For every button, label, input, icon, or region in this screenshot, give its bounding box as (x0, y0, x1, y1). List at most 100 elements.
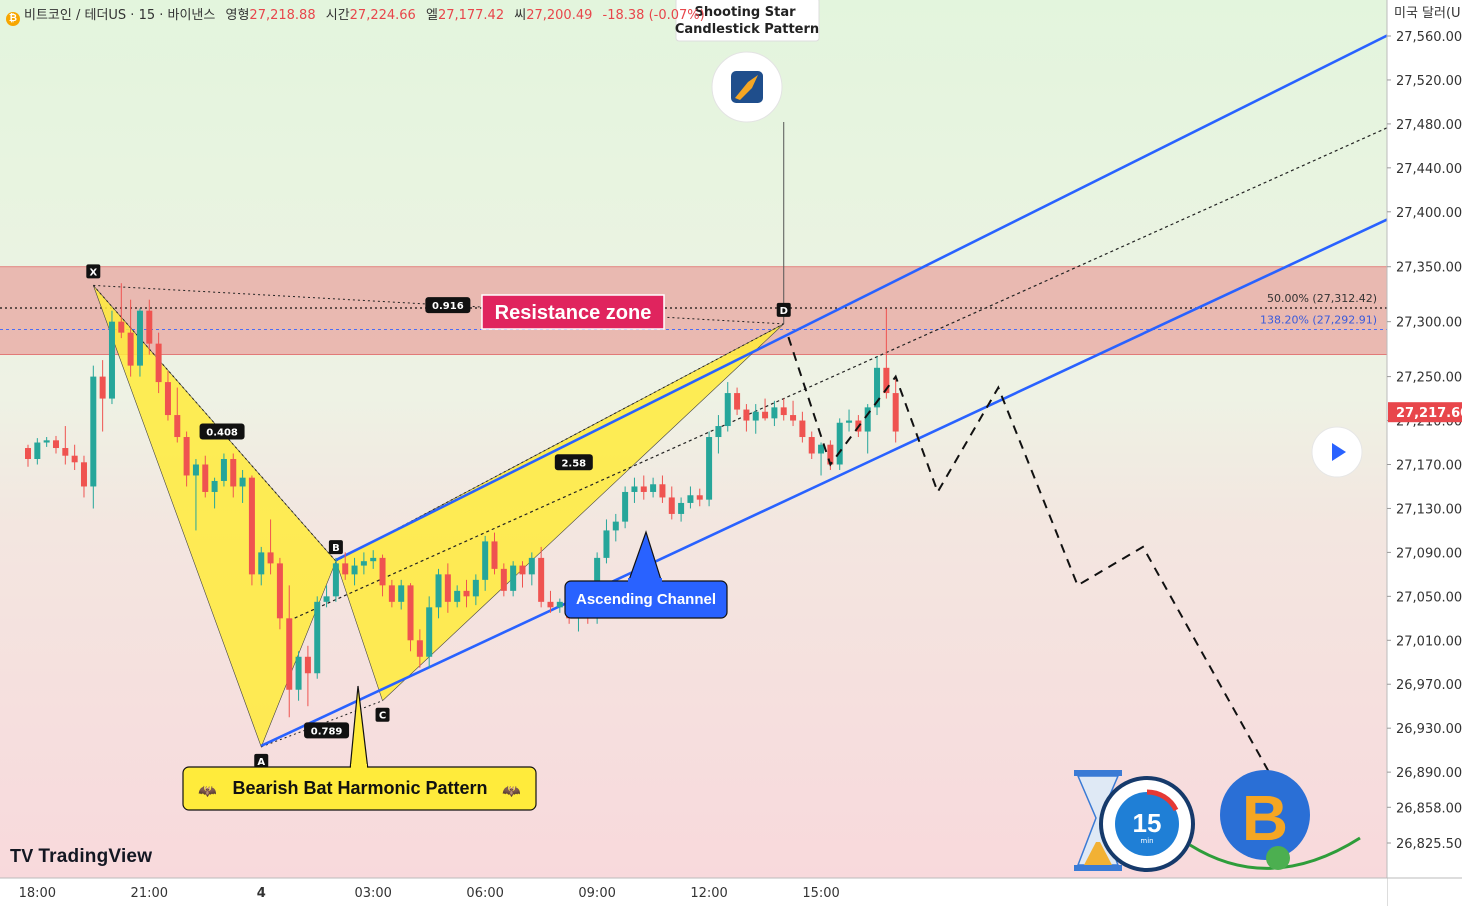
candle-body (136, 310, 143, 366)
ratio-label: 0.408 (206, 428, 238, 439)
shooting-star-title: Shooting Star (695, 5, 797, 20)
harmonic-point-marker (776, 302, 791, 317)
candle-body (230, 459, 237, 487)
time-axis-label: 15:00 (802, 886, 839, 901)
candle-body (304, 656, 311, 674)
candle-body (99, 376, 106, 399)
candle-body (220, 459, 227, 481)
candle-body (659, 484, 666, 498)
candle-body (808, 437, 815, 454)
candle-body (640, 486, 647, 492)
candle-body (491, 541, 498, 569)
candle-body (836, 422, 843, 465)
resistance-callout-box (481, 294, 665, 330)
harmonic-point-marker (375, 707, 390, 722)
candle-body (780, 407, 787, 416)
candle-body (631, 486, 638, 492)
timer-badge-arc (1146, 789, 1179, 812)
candle-body (771, 407, 778, 419)
candle-body (874, 367, 881, 408)
time-axis-label: 03:00 (354, 886, 391, 901)
time-axis-label: 09:00 (578, 886, 615, 901)
harmonic-point-marker (328, 540, 343, 555)
close-label: 씨 (514, 8, 527, 23)
candles-group (25, 283, 899, 718)
symbol-name[interactable]: 비트코인 / 테더US · 15 · 바이낸스 (24, 8, 216, 23)
candle-body (248, 477, 255, 575)
candle-body (295, 656, 302, 690)
tradingview-logo[interactable]: TV TradingView (10, 846, 152, 868)
candle-body (360, 561, 367, 566)
candle-body (463, 590, 470, 597)
tradingview-brand: TradingView (38, 846, 153, 867)
candle-body (276, 563, 283, 619)
candle-body (332, 563, 339, 597)
ratio-label: 2.58 (561, 458, 586, 469)
bitcoin-icon: B (1242, 782, 1288, 854)
candle-body (622, 491, 629, 522)
candle-body (435, 574, 442, 608)
price-axis-label: 27,440.00 (1396, 162, 1462, 177)
harmonic-point-label: X (89, 267, 97, 278)
candle-body (323, 596, 330, 602)
time-axis-label: 4 (257, 886, 266, 901)
candle-body (416, 640, 423, 657)
harmonic-point-label: C (379, 711, 386, 722)
low-label: 엘 (425, 8, 438, 23)
price-axis-label: 27,300.00 (1396, 316, 1462, 331)
channel-upper-line (335, 34, 1387, 562)
candle-body (43, 440, 50, 443)
candle-body (762, 411, 769, 419)
currency-label: 미국 달러(U (1394, 6, 1461, 21)
price-axis-label: 27,170.00 (1396, 458, 1462, 473)
last-price-badge[interactable] (1388, 402, 1462, 423)
hourglass-bottom (1074, 865, 1122, 871)
price-axis-label: 27,560.00 (1396, 30, 1462, 45)
candle-body (62, 448, 69, 456)
high-label: 시간 (325, 8, 350, 23)
channel-group (260, 34, 1387, 747)
candle-body (379, 557, 386, 586)
price-axis-label: 27,250.00 (1396, 371, 1462, 386)
candle-body (482, 541, 489, 580)
change-value: -18.38 (-0.07%) (602, 8, 705, 23)
candle-body (743, 409, 750, 421)
candle-body (351, 565, 358, 575)
time-axis-label: 06:00 (466, 886, 503, 901)
hourglass-top (1074, 770, 1122, 776)
price-axis-panel (1387, 0, 1462, 906)
price-axis-label: 26,858.00 (1396, 801, 1462, 816)
time-axis-label: 12:00 (690, 886, 727, 901)
ratio-label: 0.789 (311, 726, 343, 737)
candle-body (500, 568, 507, 591)
candle-body (52, 440, 59, 449)
open-label: 영형 (225, 8, 250, 23)
candle-body (146, 310, 153, 344)
harmonic-point-marker (86, 264, 101, 279)
channel-mid-line (288, 127, 1387, 622)
candle-body (342, 563, 349, 575)
candle-body (108, 321, 115, 399)
candle-body (407, 585, 414, 641)
candle-body (883, 367, 890, 394)
candle-body (118, 321, 125, 333)
candle-body (211, 480, 218, 492)
candle-body (510, 565, 517, 591)
candle-body (668, 497, 675, 514)
price-axis-label: 27,480.00 (1396, 118, 1462, 133)
open-value: 27,218.88 (249, 8, 316, 23)
low-value: 27,177.42 (437, 8, 505, 23)
candle-body (678, 502, 685, 514)
candle-body (706, 437, 713, 500)
candle-body (183, 437, 190, 476)
close-value: 27,200.49 (526, 8, 593, 23)
resistance-zone-band (0, 266, 1387, 355)
harmonic-point-label: A (257, 757, 265, 768)
fib-level-label: 50.00% (27,312.42) (1267, 292, 1377, 305)
play-icon (1332, 443, 1346, 461)
candle-body (790, 415, 797, 421)
tradingview-mark-icon: TV (10, 846, 34, 866)
candle-body (71, 455, 78, 463)
harmonic-point-label: D (780, 306, 788, 317)
